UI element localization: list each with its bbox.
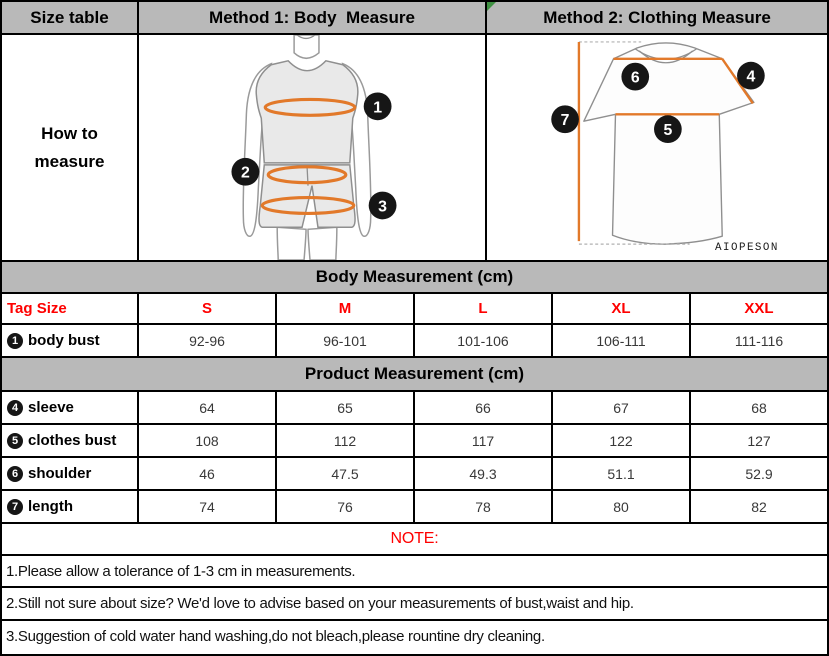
note-item-3: 3.Suggestion of cold water hand washing,… [6,628,545,645]
marker-badge-6: 6 [7,465,23,482]
size-header-xl: XL [553,294,691,323]
value-cell: 65 [277,392,415,423]
value-cell: 112 [277,425,415,456]
marker-badge-5: 5 [7,432,23,449]
size-header-row: Tag Size S M L XL XXL [2,294,827,325]
value-cell: 46 [139,458,277,489]
marker-4-sleeve: 4 [737,61,765,90]
tshirt-collar-rib [638,50,694,64]
header-size-table: Size table [2,2,139,33]
tshirt-outline [583,42,755,245]
header-row: Size table Method 1: Body Measure Method… [2,2,827,35]
marker-badge-7: 7 [7,498,23,515]
value-cell: 127 [747,432,771,449]
body-tank-top [255,59,359,164]
svg-text:7: 7 [561,112,570,129]
value-cell: 92-96 [139,325,277,356]
body-measurement-title: Body Measurement (cm) [2,262,827,294]
clothing-figure-illustration: 6 4 7 5 AIOPESON [551,41,779,254]
illustration-row: How to measure [2,35,827,262]
value-cell: 106-111 [553,325,691,356]
tape-waist [266,165,348,185]
svg-text:5: 5 [663,122,672,139]
marker-2-waist: 2 [231,157,260,186]
marker-badge-4: 4 [7,399,23,416]
table-row-body-bust: 1 body bust 92-96 96-101 101-106 106-111… [2,325,827,358]
marker-6-shoulder: 6 [621,62,650,91]
note-title: NOTE: [2,524,827,556]
row-label-shoulder: 6 shoulder [2,458,139,489]
table-row-length: 7 length 74 76 78 80 82 [2,491,827,524]
svg-text:4: 4 [746,69,755,86]
note-item-2: 2.Still not sure about size? We'd love t… [2,588,827,621]
marker-7-length: 7 [551,105,579,134]
tape-hip [260,195,356,215]
tag-size-label: Tag Size [2,294,139,323]
svg-text:3: 3 [378,198,387,215]
svg-text:6: 6 [631,70,640,87]
how-to-measure-cell: How to measure [2,35,139,260]
marker-1-bust: 1 [363,92,392,121]
svg-text:2: 2 [241,165,250,182]
value-cell: 64 [139,392,277,423]
header-size-table-label: Size table [30,7,109,27]
value-cell: 67 [553,392,691,423]
size-header-s: S [139,294,277,323]
size-header-l: L [415,294,553,323]
body-chin [296,35,316,40]
value-cell: 80 [553,491,691,522]
marker-3-hip: 3 [368,191,397,220]
marker-5-chest: 5 [654,115,682,144]
value-cell: 74 [139,491,277,522]
size-header-m: M [277,294,415,323]
svg-text:1: 1 [373,99,382,116]
cell-corner-flag [487,2,496,11]
product-measurement-title: Product Measurement (cm) [2,358,827,392]
value-cell: 96-101 [277,325,415,356]
body-left-leg [276,226,307,260]
value-cell: 78 [415,491,553,522]
body-figure-illustration: 1 2 3 [231,35,397,260]
body-right-leg [307,226,338,260]
value-cell: 49.3 [415,458,553,489]
line-sleeve [721,58,754,105]
tape-bust [263,97,357,117]
body-measure-illustration-cell: 1 2 3 [139,35,487,260]
table-row-sleeve: 4 sleeve 64 65 66 67 68 [2,392,827,425]
header-method2-label: Method 2: Clothing Measure [543,7,771,27]
table-row-clothes-bust: 5 clothes bust 108 112 117 122 127 [2,425,827,458]
value-cell: 122 [553,425,691,456]
header-method2: Method 2: Clothing Measure [487,2,827,33]
clothing-measure-illustration-cell: 6 4 7 5 AIOPESON [487,35,827,260]
row-label-clothes-bust: 5 clothes bust [2,425,139,456]
value-cell: 68 [751,399,767,416]
value-cell: 52.9 [745,465,773,482]
value-cell: 47.5 [277,458,415,489]
value-cell: 82 [751,498,767,515]
value-cell: 76 [277,491,415,522]
row-label-body-bust: 1 body bust [2,325,139,356]
brand-watermark: AIOPESON [715,242,779,254]
body-neck [293,35,320,60]
how-to-measure-label: How to measure [34,123,105,171]
marker-badge-1: 1 [7,332,23,349]
header-method1: Method 1: Body Measure [139,2,487,33]
value-cell: 111-116 [734,332,784,349]
value-cell: 101-106 [415,325,553,356]
table-row-shoulder: 6 shoulder 46 47.5 49.3 51.1 52.9 [2,458,827,491]
size-header-xxl: XXL [744,300,774,317]
note-item-1: 1.Please allow a tolerance of 1-3 cm in … [2,556,827,588]
value-cell: 117 [415,425,553,456]
row-label-sleeve: 4 sleeve [2,392,139,423]
header-method1-label: Method 1: Body Measure [209,7,415,27]
value-cell: 66 [415,392,553,423]
value-cell: 108 [139,425,277,456]
value-cell: 51.1 [553,458,691,489]
row-label-length: 7 length [2,491,139,522]
